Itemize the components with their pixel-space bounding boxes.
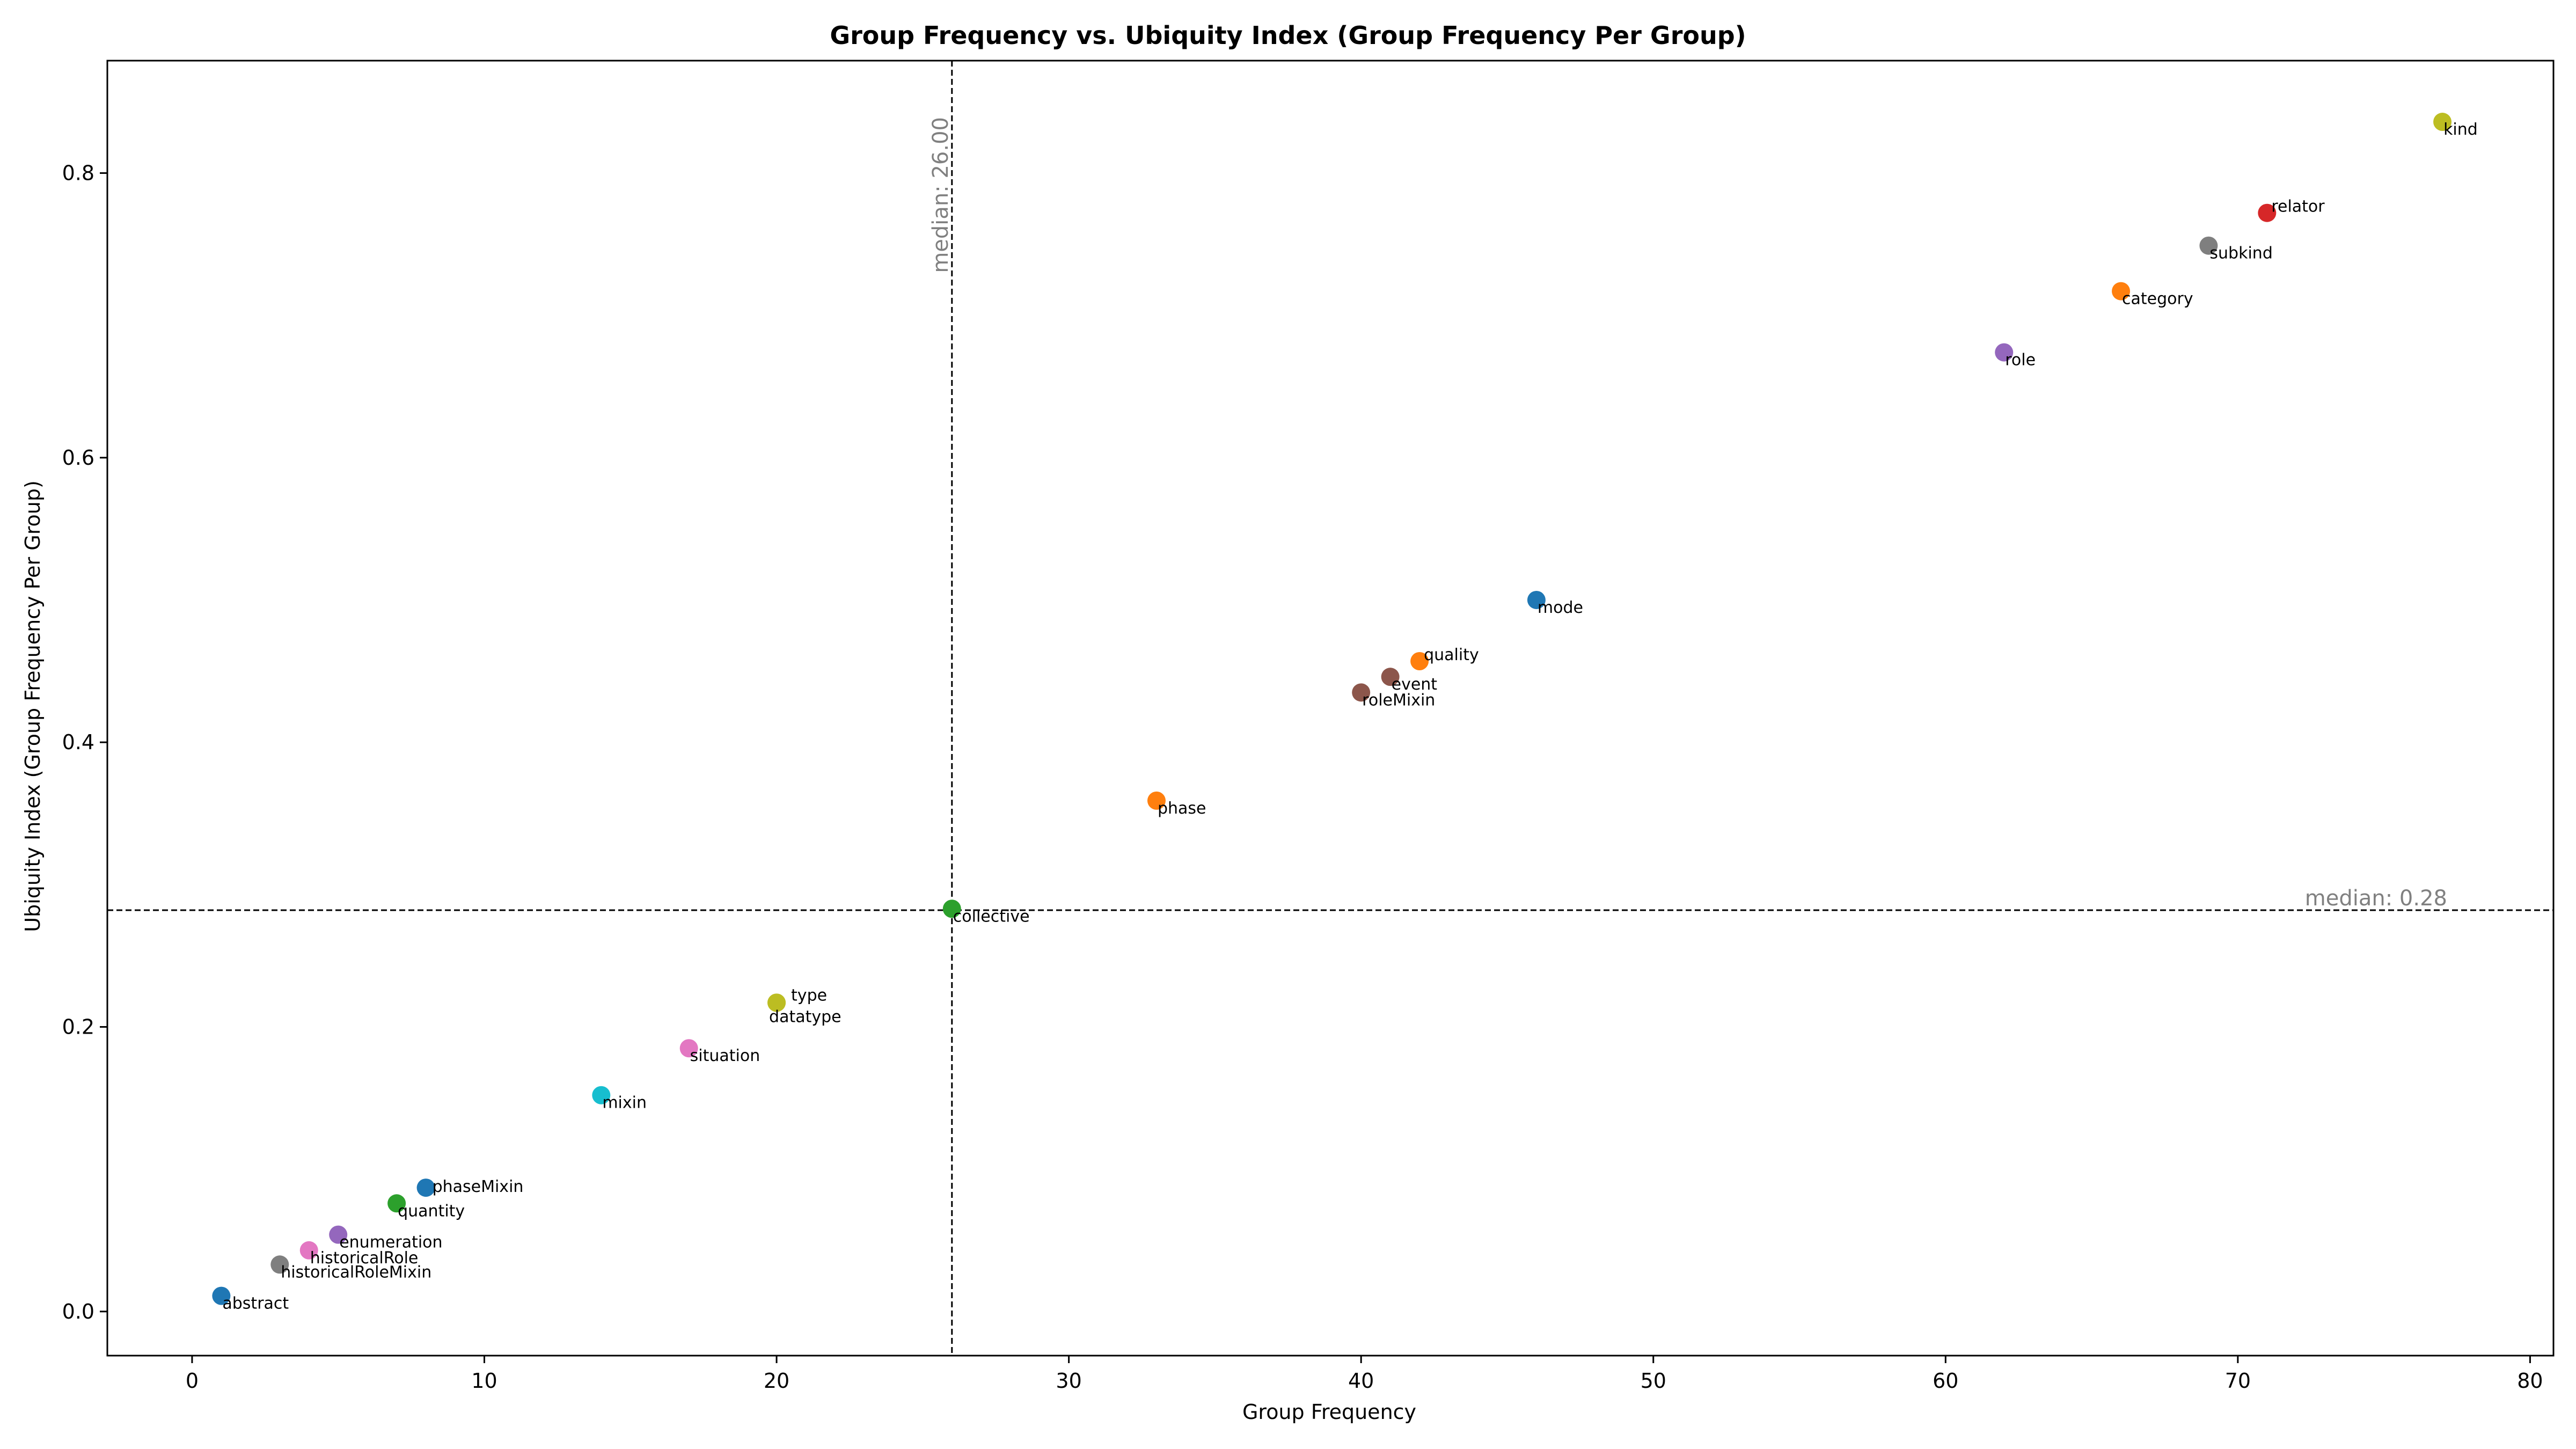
x-tick-label: 80 bbox=[2517, 1369, 2543, 1393]
data-point-roleMixin bbox=[1352, 683, 1371, 702]
x-tick-label: 50 bbox=[1641, 1369, 1666, 1393]
point-label-collective: collective bbox=[953, 907, 1030, 926]
x-tick-label: 70 bbox=[2225, 1369, 2251, 1393]
data-point-subkind bbox=[2199, 236, 2218, 255]
point-label-mode: mode bbox=[1538, 598, 1583, 617]
point-label-mixin: mixin bbox=[602, 1094, 647, 1113]
point-label-datatype: datatype bbox=[769, 1007, 841, 1026]
median-y-label: median: 0.28 bbox=[2305, 886, 2447, 911]
y-tick-label: 0.2 bbox=[62, 1015, 94, 1038]
y-axis-label: Ubiquity Index (Group Frequency Per Grou… bbox=[21, 480, 45, 932]
data-point-mode bbox=[1527, 590, 1546, 609]
point-label-event: event bbox=[1392, 675, 1438, 694]
point-label-role: role bbox=[2005, 351, 2036, 370]
y-axis-ticks: 0.0 0.2 0.4 0.6 0.8 bbox=[62, 161, 107, 1323]
point-label-abstract: abstract bbox=[222, 1294, 289, 1313]
data-point-quantity bbox=[387, 1194, 406, 1213]
data-point-quality bbox=[1410, 652, 1429, 670]
data-point-kind bbox=[2433, 113, 2452, 131]
point-label-historicalRole: historicalRole bbox=[310, 1249, 419, 1268]
x-tick-label: 40 bbox=[1348, 1369, 1374, 1393]
point-labels-layer: kind relator subkind category role mode qualit… bbox=[222, 120, 2477, 1313]
data-point-collective bbox=[942, 899, 961, 918]
data-point-event bbox=[1381, 668, 1400, 686]
point-label-historicalRoleMixin: historicalRoleMixin bbox=[281, 1263, 431, 1282]
point-label-quantity: quantity bbox=[398, 1202, 465, 1220]
point-label-subkind: subkind bbox=[2209, 244, 2272, 263]
plot-area bbox=[106, 60, 2555, 1357]
data-point-relator bbox=[2258, 203, 2277, 222]
point-label-phase: phase bbox=[1158, 799, 1206, 818]
point-label-relator: relator bbox=[2271, 197, 2325, 216]
data-point-datatype bbox=[767, 993, 786, 1012]
data-point-phase bbox=[1147, 791, 1166, 810]
x-tick-label: 20 bbox=[764, 1369, 789, 1393]
data-point-abstract bbox=[212, 1286, 231, 1305]
data-point-role bbox=[1995, 343, 2014, 362]
x-tick-label: 0 bbox=[186, 1369, 199, 1393]
data-point-category bbox=[2112, 282, 2131, 301]
x-tick-label: 30 bbox=[1056, 1369, 1081, 1393]
y-tick-label: 0.8 bbox=[62, 161, 94, 185]
point-label-category: category bbox=[2122, 290, 2193, 309]
points-layer bbox=[212, 113, 2452, 1305]
point-label-type: type bbox=[791, 986, 827, 1005]
chart-title: Group Frequency vs. Ubiquity Index (Grou… bbox=[830, 21, 1746, 50]
y-tick-label: 0.4 bbox=[62, 730, 94, 754]
x-tick-label: 10 bbox=[471, 1369, 497, 1393]
data-point-situation bbox=[679, 1039, 698, 1058]
median-x-label: median: 26.00 bbox=[928, 117, 953, 273]
point-label-phaseMixin: phaseMixin bbox=[433, 1177, 524, 1196]
x-axis-ticks: 0 10 20 30 40 50 60 70 80 bbox=[186, 1356, 2543, 1393]
point-label-quality: quality bbox=[1424, 646, 1479, 664]
y-tick-label: 0.6 bbox=[62, 446, 94, 470]
x-axis-label: Group Frequency bbox=[1242, 1400, 1416, 1424]
data-point-mixin bbox=[592, 1086, 611, 1104]
y-tick-label: 0.0 bbox=[62, 1300, 94, 1323]
median-lines: median: 26.00 median: 0.28 bbox=[107, 61, 2553, 1356]
point-label-enumeration: enumeration bbox=[339, 1233, 442, 1252]
data-point-phaseMixin bbox=[416, 1179, 435, 1197]
point-label-situation: situation bbox=[690, 1046, 760, 1065]
point-label-kind: kind bbox=[2443, 120, 2478, 139]
data-point-historicalRole bbox=[299, 1241, 318, 1260]
point-label-roleMixin: roleMixin bbox=[1362, 691, 1435, 709]
data-point-enumeration bbox=[329, 1225, 348, 1244]
x-tick-label: 60 bbox=[1933, 1369, 1958, 1393]
plot-frame bbox=[106, 60, 2555, 1357]
data-point-historicalRoleMixin bbox=[270, 1255, 289, 1274]
